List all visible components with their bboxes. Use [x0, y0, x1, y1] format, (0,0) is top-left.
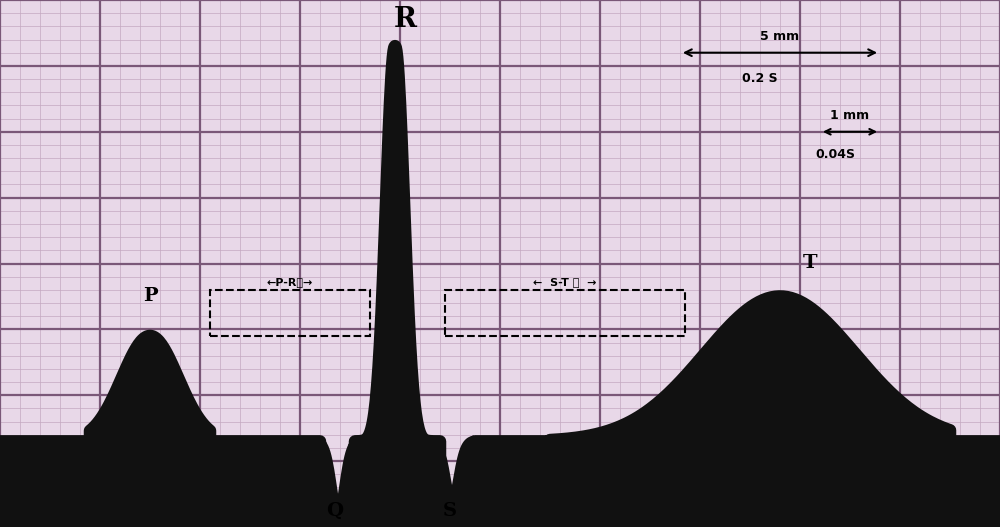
Bar [210, 290, 370, 336]
Text: T: T [803, 255, 817, 272]
Text: Q: Q [326, 502, 344, 520]
Text: R: R [394, 6, 416, 33]
Text: S: S [443, 502, 457, 520]
Text: 5 mm: 5 mm [760, 30, 800, 43]
Text: P: P [143, 287, 157, 306]
Text: ←  S-T 段  →: ← S-T 段 → [533, 277, 597, 287]
Text: 0.2 S: 0.2 S [742, 72, 778, 85]
Text: 1 mm: 1 mm [830, 109, 870, 122]
Text: ←P-R段→: ←P-R段→ [267, 277, 313, 287]
Text: 0.04S: 0.04S [815, 148, 855, 161]
Bar [445, 290, 685, 336]
